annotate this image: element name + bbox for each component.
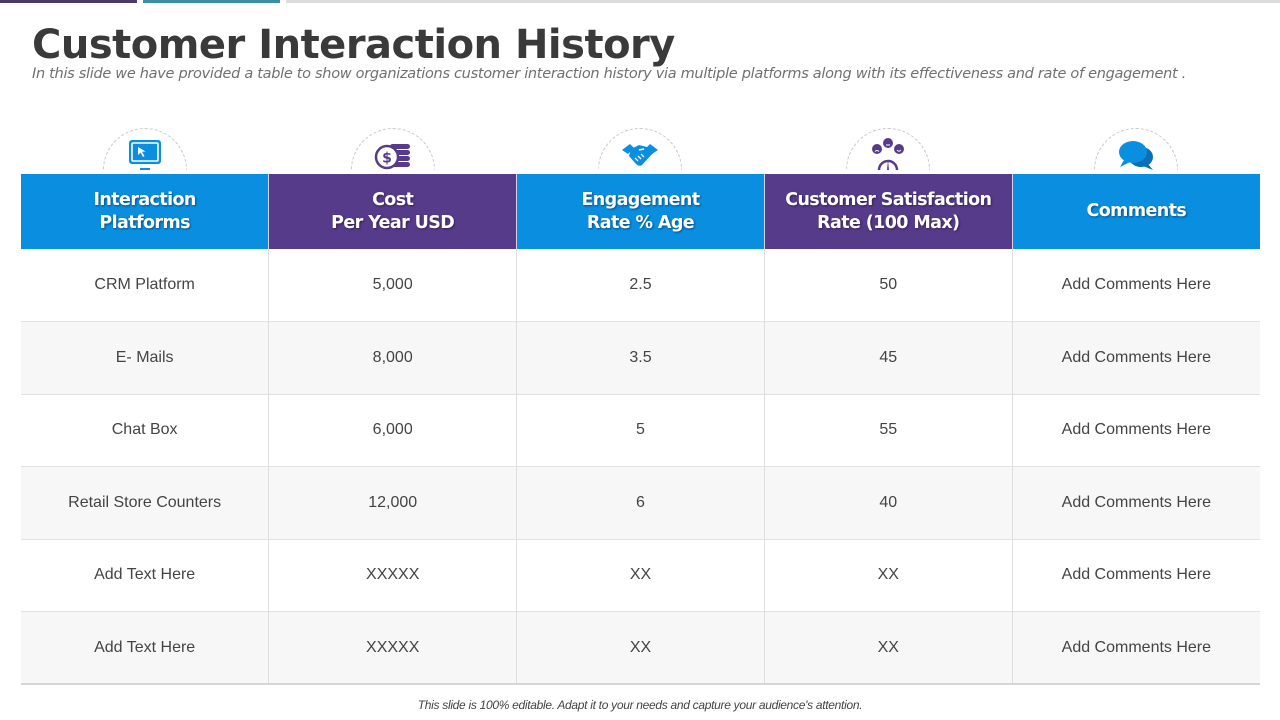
table-row: Add Text Here XXXXX XX XX Add Comments H… <box>21 539 1260 612</box>
page-subtitle: In this slide we have provided a table t… <box>32 66 1186 82</box>
cell-comments: Add Comments Here <box>1012 321 1260 395</box>
table-header-row: Interaction Platforms Cost Per Year USD … <box>21 174 1260 249</box>
computer-monitor-icon <box>128 140 161 170</box>
cell-comments: Add Comments Here <box>1012 466 1260 540</box>
cell-engagement: XX <box>516 539 765 612</box>
cell-cost: 5,000 <box>268 249 518 322</box>
cell-platform: CRM Platform <box>21 249 270 322</box>
cell-comments: Add Comments Here <box>1012 539 1260 612</box>
icon-cell-platforms <box>21 126 269 174</box>
cell-cost: 8,000 <box>268 321 518 395</box>
cell-cost: XXXXX <box>268 611 518 685</box>
cell-comments: Add Comments Here <box>1012 611 1260 685</box>
cell-engagement: 6 <box>516 466 765 540</box>
interaction-history-table: Interaction Platforms Cost Per Year USD … <box>21 174 1260 685</box>
chat-bubbles-icon <box>1119 141 1154 170</box>
cell-platform: Chat Box <box>21 394 270 467</box>
header-interaction-platforms: Interaction Platforms <box>21 174 270 249</box>
satisfaction-meter-icon <box>872 138 905 171</box>
table-row: Add Text Here XXXXX XX XX Add Comments H… <box>21 611 1260 685</box>
cell-platform: Add Text Here <box>21 611 270 685</box>
cell-engagement: XX <box>516 611 765 685</box>
cell-cost: XXXXX <box>268 539 518 612</box>
footer-note: This slide is 100% editable. Adapt it to… <box>417 698 863 712</box>
cell-satisfaction: XX <box>764 611 1013 685</box>
cell-satisfaction: 55 <box>764 394 1013 467</box>
cell-satisfaction: XX <box>764 539 1013 612</box>
cell-platform: E- Mails <box>21 321 270 395</box>
accent-bar-3 <box>286 0 1280 3</box>
cell-engagement: 5 <box>516 394 765 467</box>
icon-cell-engagement <box>517 126 765 174</box>
header-cost-per-year: Cost Per Year USD <box>268 174 518 249</box>
cell-platform: Retail Store Counters <box>21 466 270 540</box>
cell-platform: Add Text Here <box>21 539 270 612</box>
cell-cost: 6,000 <box>268 394 518 467</box>
header-engagement-rate: Engagement Rate % Age <box>516 174 765 249</box>
cell-engagement: 3.5 <box>516 321 765 395</box>
header-customer-satisfaction: Customer Satisfaction Rate (100 Max) <box>764 174 1013 249</box>
icon-cell-cost: $ <box>269 126 517 174</box>
cell-comments: Add Comments Here <box>1012 394 1260 467</box>
table-row: Retail Store Counters 12,000 6 40 Add Co… <box>21 466 1260 540</box>
icon-cell-satisfaction <box>764 126 1012 174</box>
dollar-coins-icon: $ <box>374 144 410 170</box>
icon-cell-comments <box>1012 126 1260 174</box>
cell-comments: Add Comments Here <box>1012 249 1260 322</box>
svg-text:$: $ <box>382 151 392 167</box>
column-icons-row: $ <box>21 126 1260 174</box>
accent-bar-1 <box>0 0 137 3</box>
table-row: Chat Box 6,000 5 55 Add Comments Here <box>21 394 1260 467</box>
table-row: CRM Platform 5,000 2.5 50 Add Comments H… <box>21 249 1260 322</box>
header-comments: Comments <box>1012 174 1260 249</box>
handshake-icon <box>622 144 659 166</box>
cell-satisfaction: 45 <box>764 321 1013 395</box>
cell-cost: 12,000 <box>268 466 518 540</box>
table-row: E- Mails 8,000 3.5 45 Add Comments Here <box>21 321 1260 395</box>
cell-engagement: 2.5 <box>516 249 765 322</box>
cell-satisfaction: 50 <box>764 249 1013 322</box>
accent-bar-2 <box>143 0 280 3</box>
cell-satisfaction: 40 <box>764 466 1013 540</box>
page-title: Customer Interaction History <box>32 22 675 68</box>
